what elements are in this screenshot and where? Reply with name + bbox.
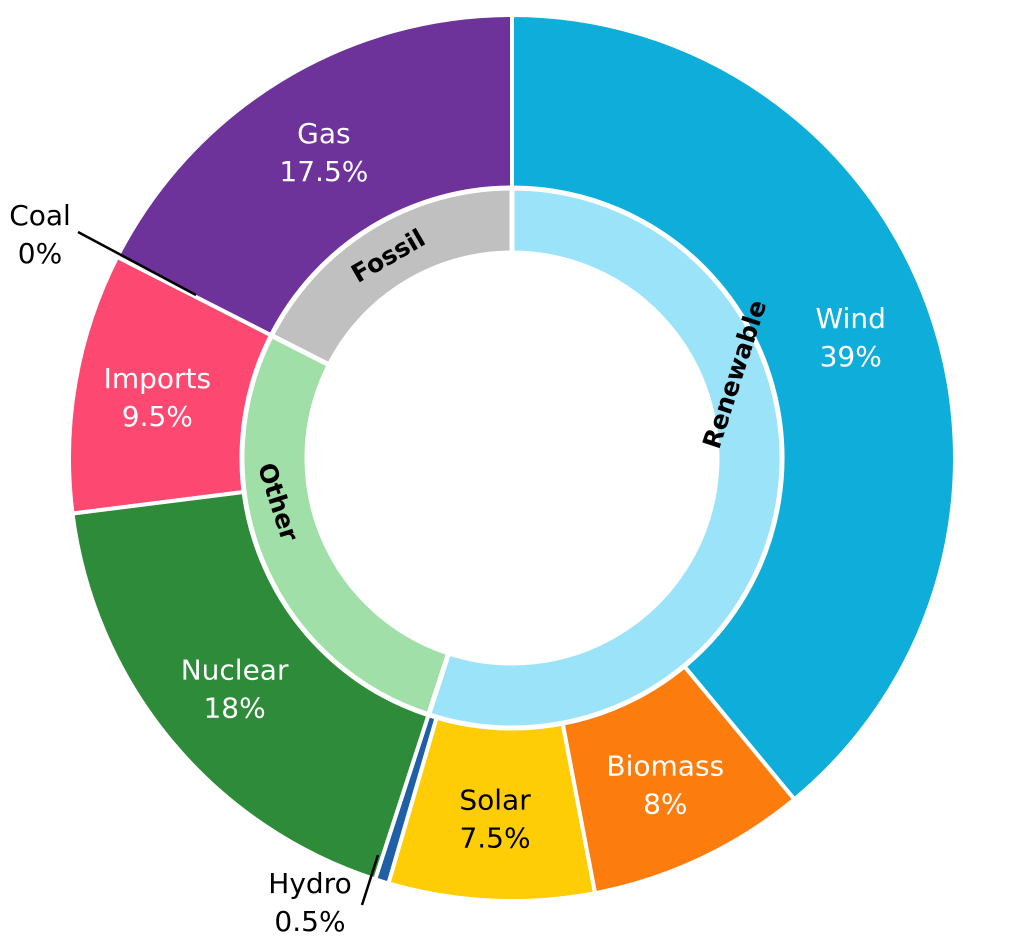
value-label: 8% <box>643 788 687 821</box>
category-label: Nuclear <box>181 653 289 686</box>
value-label: 17.5% <box>279 155 368 188</box>
category-label: Hydro <box>268 867 351 900</box>
category-label: Imports <box>104 362 212 395</box>
value-label: 39% <box>820 340 882 373</box>
slice-label-biomass: Biomass 8% <box>606 750 724 821</box>
group-slice-renewable <box>425 185 785 731</box>
slice-labels: Wind 39% Biomass 8% Solar 7.5% Nuclear 18% Impor… <box>9 117 886 938</box>
value-label: 0% <box>18 237 62 270</box>
slice-label-gas: Gas 17.5% <box>279 117 368 188</box>
leader-lines <box>77 230 380 906</box>
leader-line-hydro <box>360 854 380 906</box>
value-label: 18% <box>203 691 265 724</box>
value-label: 7.5% <box>459 822 530 855</box>
slice-label-nuclear: Nuclear 18% <box>181 653 289 724</box>
inner-ring <box>239 185 785 731</box>
slice-label-wind: Wind 39% <box>816 302 886 373</box>
outer-ring <box>67 12 957 903</box>
group-slice-other <box>239 332 452 718</box>
slice-label-coal: Coal 0% <box>9 199 71 270</box>
category-label: Solar <box>459 784 531 817</box>
slice-label-hydro: Hydro 0.5% <box>268 867 351 938</box>
slice-label-imports: Imports 9.5% <box>104 362 212 433</box>
leader-line-coal <box>77 230 197 297</box>
category-label: Wind <box>816 302 886 335</box>
value-label: 0.5% <box>274 905 345 938</box>
category-label: Gas <box>297 117 350 150</box>
category-label: Coal <box>9 199 71 232</box>
group-slice-fossil <box>268 185 515 369</box>
value-label: 9.5% <box>122 400 193 433</box>
category-label: Biomass <box>606 750 724 783</box>
slice-label-solar: Solar 7.5% <box>459 784 531 855</box>
